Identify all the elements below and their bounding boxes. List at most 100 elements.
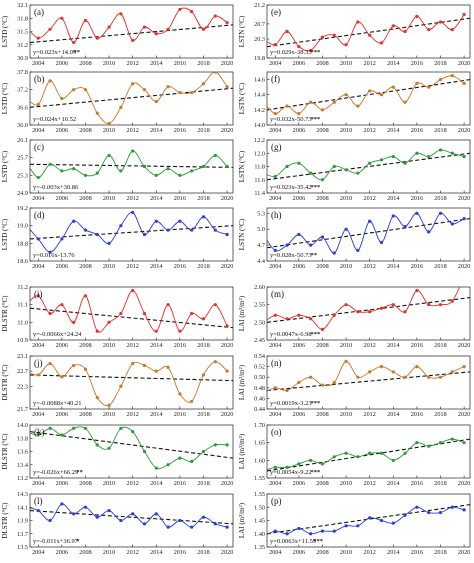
y-tick-label: 5.0 (257, 226, 265, 233)
x-tick-label: 2012 (363, 263, 375, 270)
trend-equation: y=-0.011x+36.97 (33, 538, 79, 545)
x-tick-label: 2010 (340, 263, 352, 270)
data-point (462, 508, 466, 512)
x-tick-label: 2018 (197, 60, 209, 67)
data-point (462, 365, 466, 369)
panel-label: (e) (271, 7, 281, 17)
plot-frame (266, 71, 471, 126)
data-point (285, 532, 289, 536)
data-point (403, 513, 407, 517)
data-point (415, 81, 419, 85)
data-point (309, 100, 313, 104)
panel-h: 4.4 4.7 5.0 5.3 2004 2006 2008 2010 2012 2014 2016… (238, 207, 471, 270)
series-line (267, 149, 465, 181)
data-point (273, 112, 277, 116)
data-point (344, 524, 348, 528)
panel-label: (h) (271, 210, 282, 220)
data-point (107, 241, 111, 245)
data-point (225, 21, 229, 25)
y-tick-label: 1.40 (254, 531, 265, 538)
data-point (320, 529, 325, 533)
data-point (95, 443, 99, 447)
data-point (356, 310, 360, 314)
panel-label: (p) (271, 496, 282, 506)
trend-line (30, 225, 233, 240)
data-point (225, 232, 229, 237)
x-tick-label: 2004 (269, 263, 281, 270)
y-tick-label: 31.5 (17, 29, 28, 36)
y-tick-label: 2.50 (254, 319, 265, 326)
trend-equation: y=0.032x-50.73 (270, 116, 312, 123)
x-tick-label: 2006 (293, 195, 305, 202)
data-point (83, 228, 88, 232)
data-point (344, 43, 348, 47)
y-tick-label: 5.3 (257, 210, 265, 217)
series-line (30, 211, 228, 253)
data-point (273, 174, 277, 179)
data-point (178, 219, 182, 223)
y-tick-label: 13.9 (17, 518, 28, 525)
data-point (262, 101, 265, 104)
x-tick-label: 2010 (340, 549, 352, 556)
data-point (83, 426, 88, 430)
trend-line (30, 510, 233, 525)
data-point (107, 508, 111, 513)
x-tick-label: 2020 (221, 480, 233, 487)
y-axis-label: DLSTR (°C) (1, 295, 9, 332)
data-point (379, 93, 384, 97)
x-tick-label: 2014 (150, 549, 162, 556)
x-tick-label: 2018 (197, 480, 209, 487)
data-point (427, 154, 431, 159)
data-point (309, 375, 313, 379)
data-point (83, 294, 88, 298)
data-point (297, 462, 301, 466)
data-point (273, 43, 277, 47)
significance-stars: * (76, 538, 79, 545)
data-point (450, 370, 454, 374)
data-point (83, 18, 88, 23)
data-point (450, 299, 454, 303)
data-point (72, 219, 76, 223)
data-point (262, 469, 265, 472)
data-point (190, 228, 194, 232)
plot-area (267, 359, 470, 393)
y-axis-label: LSTD (°C) (1, 82, 9, 114)
x-tick-label: 2018 (197, 127, 209, 134)
data-point (450, 28, 454, 32)
data-point (320, 462, 325, 466)
panel-k: 13.2 13.4 13.6 13.8 14.0 2004 2006 2008 2010 2012… (1, 422, 234, 487)
y-tick-label: 37.8 (17, 69, 28, 76)
y-axis-label: LSTN (°C) (238, 218, 246, 250)
x-tick-label: 2016 (174, 195, 186, 202)
data-point (166, 27, 170, 31)
x-tick-label: 2004 (269, 195, 281, 202)
x-tick-label: 2018 (434, 263, 446, 270)
plot-frame (29, 71, 234, 126)
x-tick-label: 2016 (174, 263, 186, 270)
trend-equation: y=0.024x+10.52 (33, 116, 76, 123)
y-tick-label: 2.55 (254, 302, 265, 309)
data-point (415, 288, 419, 293)
x-tick-label: 2010 (340, 480, 352, 487)
data-point (36, 433, 40, 437)
significance-stars: *** (311, 116, 321, 123)
x-tick-label: 2008 (79, 127, 91, 134)
data-point (356, 248, 360, 252)
x-tick-label: 2004 (32, 263, 44, 270)
data-point (154, 99, 158, 104)
y-tick-label: 20.7 (254, 21, 265, 28)
x-tick-label: 2014 (387, 342, 399, 349)
data-point (201, 164, 206, 169)
data-point (60, 375, 64, 379)
y-tick-label: 30.9 (17, 55, 28, 62)
y-tick-label: 22.7 (17, 368, 28, 375)
data-point (285, 465, 289, 469)
data-point (297, 380, 301, 385)
panel-a: 30.9 31.2 31.5 31.8 32.1 2004 2006 2008 2010 2012… (1, 2, 234, 67)
data-point (131, 361, 135, 366)
data-point (154, 369, 158, 373)
panel-b: 36.0 36.6 37.2 37.8 2004 2006 2008 2010 2012 2014… (1, 69, 234, 134)
data-point (403, 375, 407, 379)
x-tick-label: 2016 (174, 480, 186, 487)
data-point (48, 27, 52, 31)
